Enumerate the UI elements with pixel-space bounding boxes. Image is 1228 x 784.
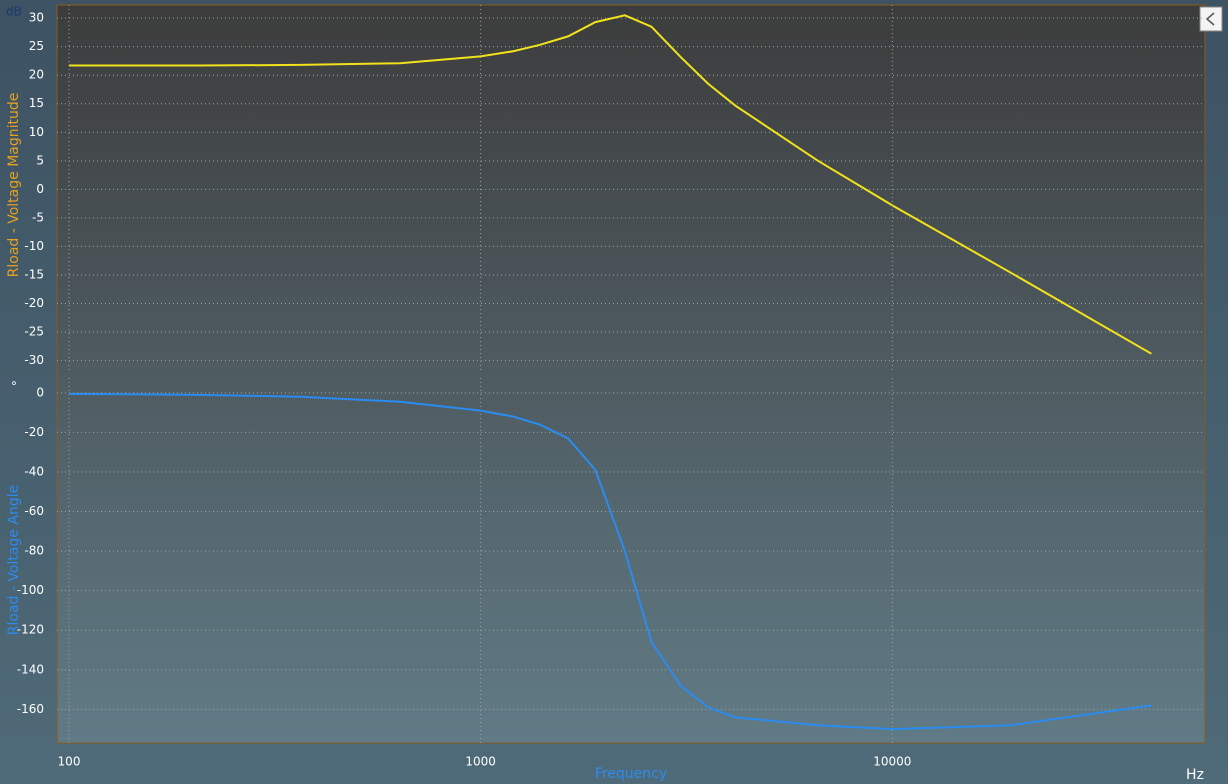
x-axis-unit: Hz (1186, 767, 1204, 783)
y-tick-label: -30 (24, 353, 44, 367)
y-tick-label: -100 (17, 583, 44, 597)
y-tick-label: 25 (29, 39, 44, 53)
y-tick-label: 20 (29, 68, 44, 82)
y-tick-label: -80 (24, 544, 44, 558)
y-tick-label: 15 (29, 96, 44, 110)
y-tick-label: -140 (17, 662, 44, 676)
y-tick-label: -120 (17, 623, 44, 637)
y-axis-label: Rload - Voltage Angle (6, 485, 22, 635)
y-tick-label: 0 (36, 182, 44, 196)
collapse-button[interactable] (1199, 6, 1223, 32)
y-tick-label: -5 (32, 210, 44, 224)
x-tick-label: 10000 (873, 755, 911, 769)
x-tick-label: 100 (58, 755, 81, 769)
y-tick-label: -160 (17, 702, 44, 716)
y-axis-label: Rload - Voltage Magnitude (6, 93, 22, 278)
y-tick-label: -15 (24, 267, 44, 281)
y-axis-unit: dB (6, 5, 22, 19)
y-tick-label: -20 (24, 425, 44, 439)
x-tick-label: 1000 (465, 755, 496, 769)
y-tick-label: -10 (24, 239, 44, 253)
data-line (69, 14, 1152, 355)
x-axis-label: Frequency (595, 766, 667, 782)
y-tick-label: 0 (36, 385, 44, 399)
y-tick-label: -60 (24, 504, 44, 518)
y-tick-label: 10 (29, 125, 44, 139)
y-tick-label: 5 (36, 153, 44, 167)
plot-area (56, 4, 1206, 744)
button-icon (1205, 12, 1215, 26)
y-tick-label: -20 (24, 296, 44, 310)
y-axis-unit: ° (11, 380, 17, 394)
button-box[interactable] (1199, 6, 1223, 32)
y-tick-label: 30 (29, 11, 44, 25)
data-line (69, 392, 1152, 731)
y-tick-label: -40 (24, 464, 44, 478)
y-tick-label: -25 (24, 325, 44, 339)
